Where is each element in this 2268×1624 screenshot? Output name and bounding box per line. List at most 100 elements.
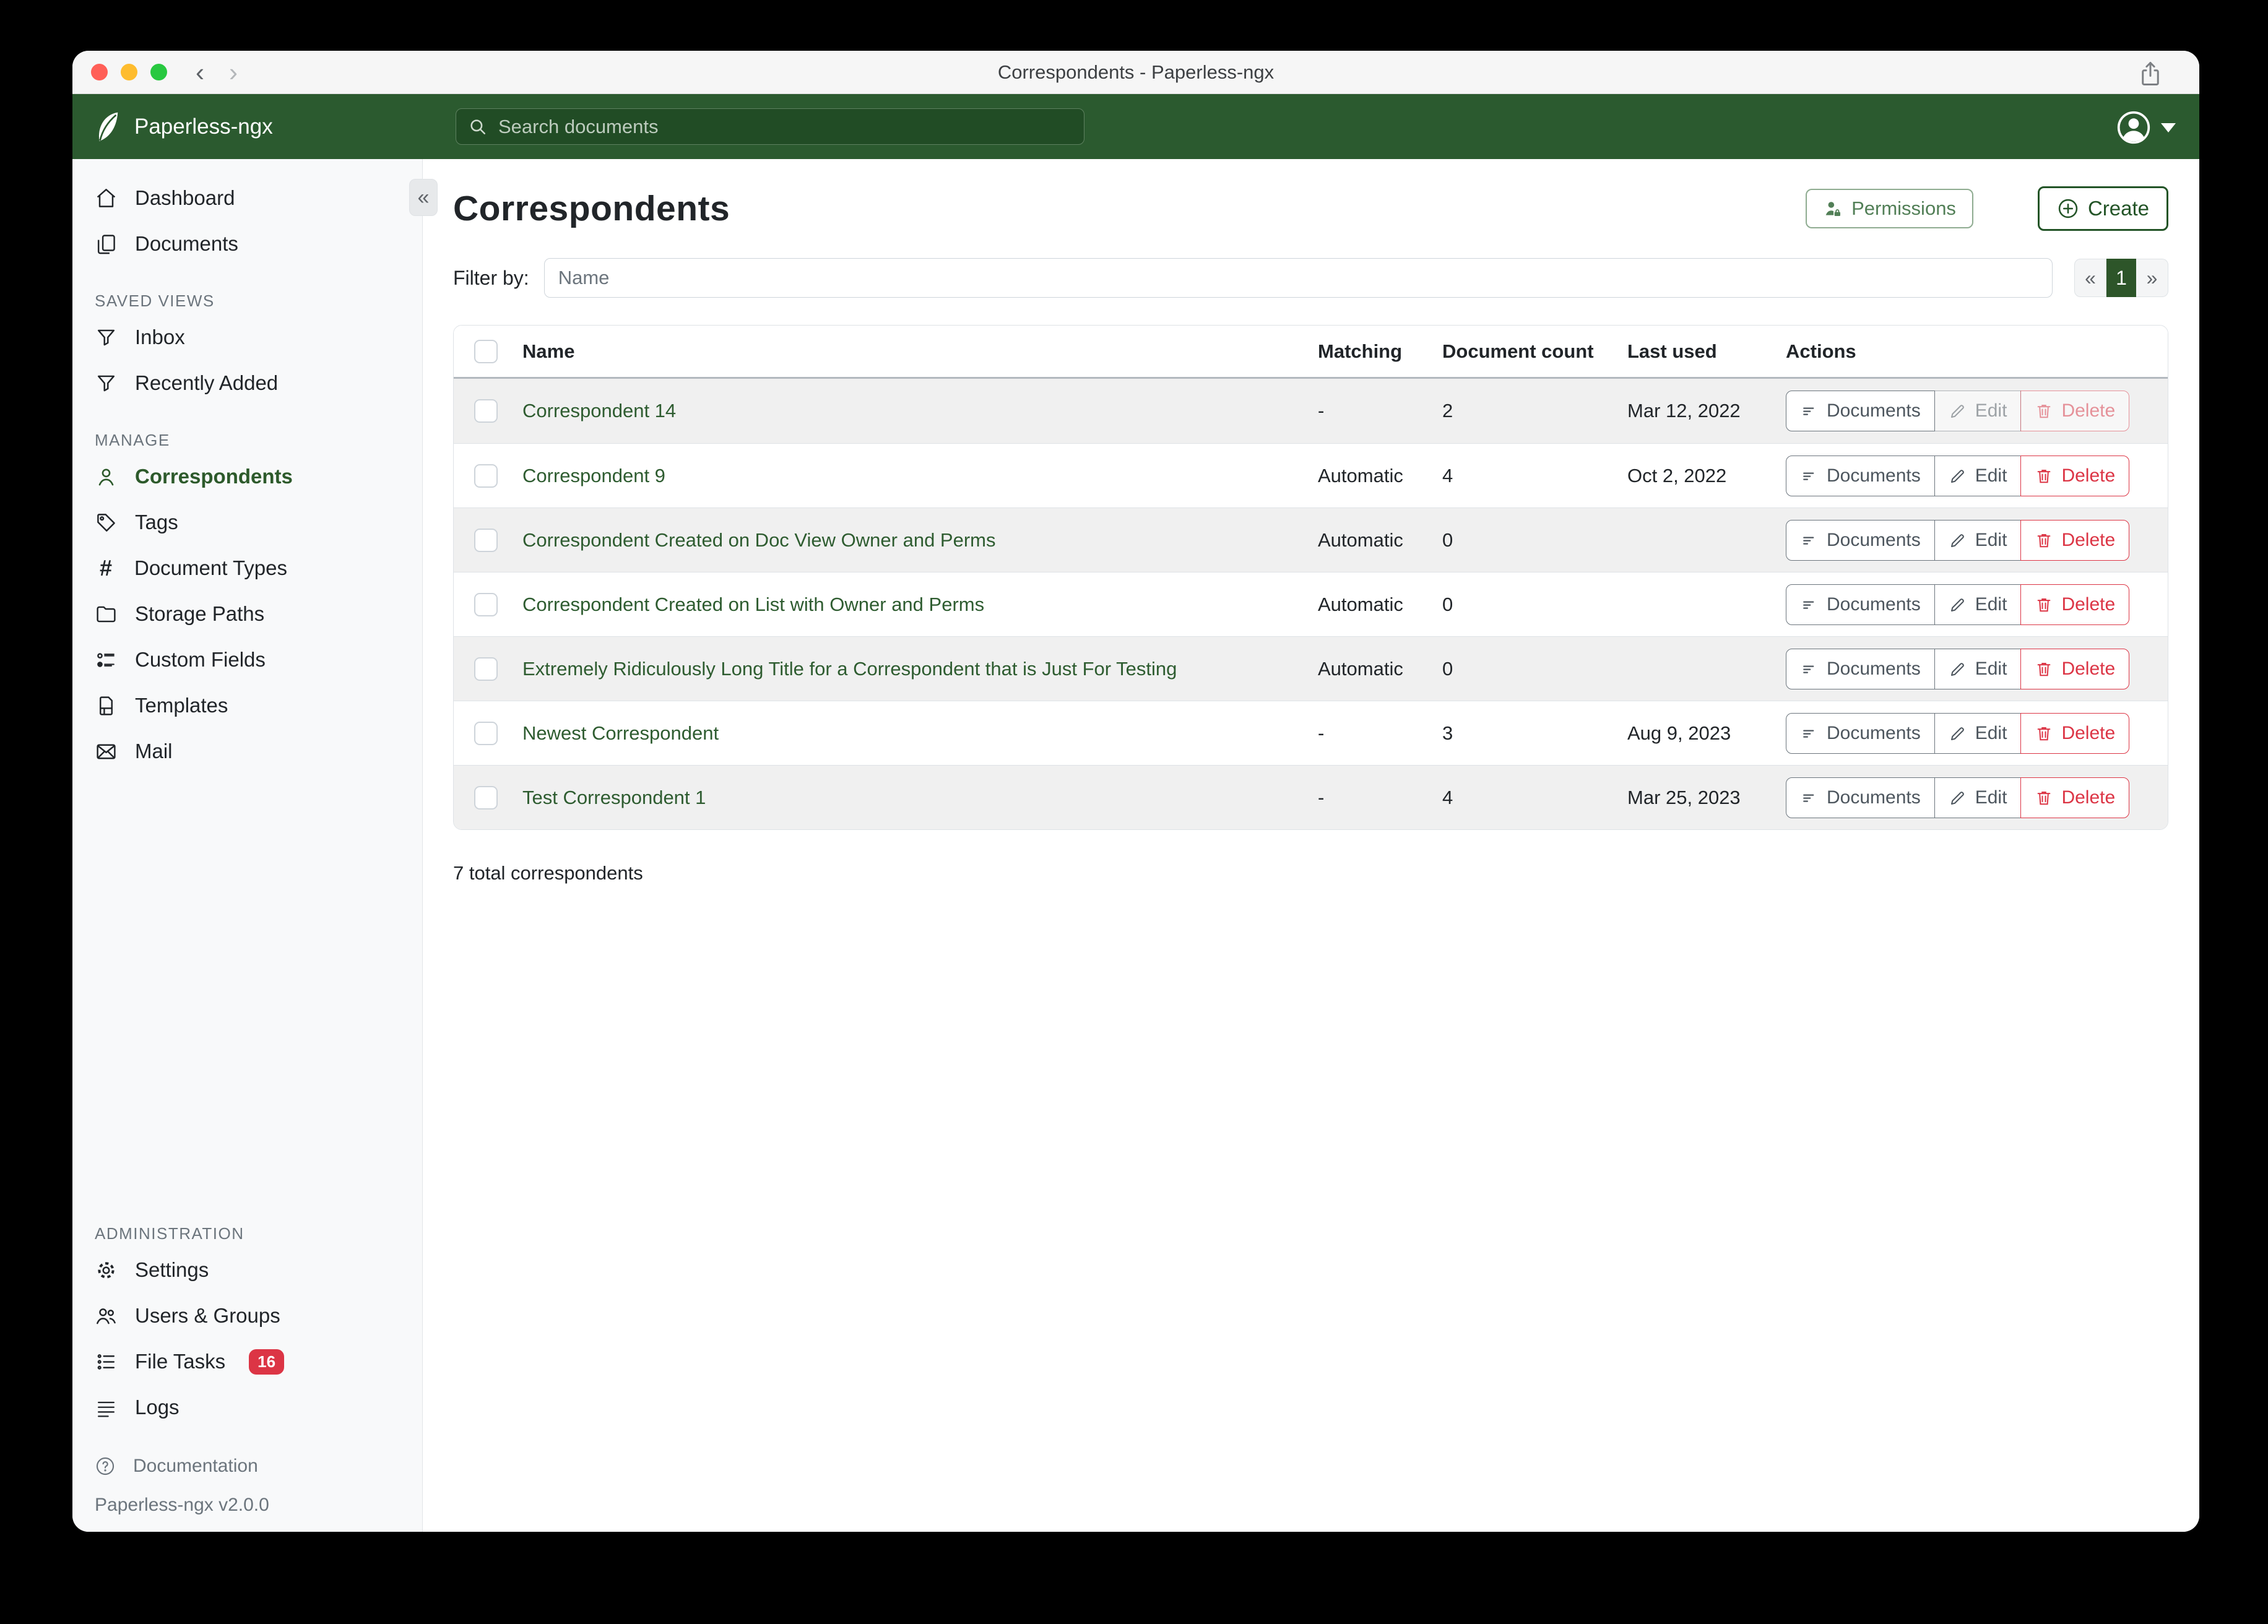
sidebar-collapse-button[interactable]: «: [409, 179, 438, 216]
envelope-icon: [97, 743, 116, 759]
sidebar-item-logs[interactable]: Logs: [72, 1384, 422, 1430]
documents-button[interactable]: Documents: [1786, 519, 1935, 561]
correspondent-link[interactable]: Correspondent 9: [522, 464, 665, 486]
delete-button[interactable]: Delete: [2020, 712, 2130, 754]
edit-button[interactable]: Edit: [1934, 777, 2022, 818]
column-header-matching[interactable]: Matching: [1318, 340, 1403, 362]
sidebar-item-file-tasks[interactable]: File Tasks 16: [72, 1339, 422, 1384]
row-checkbox[interactable]: [474, 464, 498, 488]
pencil-icon: [1950, 727, 1964, 740]
sidebar-item-label: Dashboard: [135, 186, 235, 209]
edit-button[interactable]: Edit: [1934, 584, 2022, 625]
sidebar-item-settings[interactable]: Settings: [72, 1247, 422, 1293]
edit-button[interactable]: Edit: [1934, 519, 2022, 561]
table-row: Newest Correspondent - 3 Aug 9, 2023 Doc…: [454, 701, 2168, 765]
sidebar-item-label: Templates: [135, 694, 228, 717]
filter-left-icon: [1803, 665, 1814, 673]
documents-button[interactable]: Documents: [1786, 777, 1935, 818]
sidebar-item-label: Documents: [135, 232, 238, 255]
close-window-button[interactable]: [91, 64, 108, 80]
sidebar-item-dashboard[interactable]: Dashboard: [72, 175, 422, 221]
create-button[interactable]: Create: [2037, 186, 2168, 231]
trash-icon: [2038, 533, 2051, 547]
documents-button[interactable]: Documents: [1786, 391, 1935, 431]
minimize-window-button[interactable]: [121, 64, 137, 80]
documents-button[interactable]: Documents: [1786, 712, 1935, 754]
edit-button[interactable]: Edit: [1934, 648, 2022, 689]
document-count-cell: 4: [1442, 464, 1453, 486]
row-checkbox[interactable]: [474, 785, 498, 810]
history-back-icon[interactable]: ‹: [196, 57, 204, 87]
row-checkbox[interactable]: [474, 592, 498, 616]
edit-button-label: Edit: [1975, 529, 2007, 550]
sidebar-section-saved-views: SAVED VIEWS: [95, 292, 215, 310]
history-forward-icon[interactable]: ›: [229, 57, 238, 87]
brand[interactable]: Paperless-ngx: [93, 110, 273, 144]
column-header-document-count[interactable]: Document count: [1442, 340, 1594, 362]
sidebar-item-tags[interactable]: Tags: [72, 499, 422, 545]
pencil-icon: [1950, 598, 1964, 611]
edit-button[interactable]: Edit: [1934, 391, 2022, 431]
people-icon: [97, 1308, 116, 1324]
row-checkbox[interactable]: [474, 399, 498, 423]
sidebar-item-documentation[interactable]: Documentation: [72, 1446, 422, 1486]
correspondent-link[interactable]: Correspondent Created on Doc View Owner …: [522, 529, 996, 551]
account-menu[interactable]: [2116, 110, 2176, 145]
filter-left-icon: [1803, 472, 1814, 480]
sidebar-item-recently-added[interactable]: Recently Added: [72, 360, 422, 406]
edit-button[interactable]: Edit: [1934, 455, 2022, 496]
documents-button[interactable]: Documents: [1786, 455, 1935, 496]
row-checkbox[interactable]: [474, 528, 498, 552]
pagination-page-1[interactable]: 1: [2106, 259, 2136, 297]
edit-button[interactable]: Edit: [1934, 712, 2022, 754]
delete-button[interactable]: Delete: [2020, 648, 2130, 689]
sidebar-item-inbox[interactable]: Inbox: [72, 314, 422, 360]
sidebar-item-mail[interactable]: Mail: [72, 728, 422, 774]
document-count-cell: 0: [1442, 657, 1453, 680]
sidebar-item-documents[interactable]: Documents: [72, 221, 422, 267]
correspondent-link[interactable]: Test Correspondent 1: [522, 786, 706, 808]
delete-button[interactable]: Delete: [2020, 519, 2130, 561]
delete-button-label: Delete: [2061, 529, 2116, 550]
row-checkbox[interactable]: [474, 721, 498, 745]
delete-button[interactable]: Delete: [2020, 777, 2130, 818]
filter-name-input[interactable]: [543, 258, 2053, 298]
sidebar-item-users-groups[interactable]: Users & Groups: [72, 1293, 422, 1339]
delete-button[interactable]: Delete: [2020, 391, 2130, 431]
custom-fields-icon: [97, 652, 115, 667]
sidebar-item-templates[interactable]: Templates: [72, 683, 422, 728]
gear-icon: [98, 1261, 115, 1279]
permissions-button[interactable]: Permissions: [1806, 189, 1973, 228]
column-header-actions: Actions: [1786, 340, 1856, 362]
pagination-next-button[interactable]: »: [2136, 259, 2168, 297]
pagination: « 1 »: [2074, 259, 2168, 297]
hash-icon: #: [99, 555, 113, 581]
select-all-checkbox[interactable]: [474, 339, 498, 363]
sidebar-item-document-types[interactable]: # Document Types: [72, 545, 422, 591]
correspondent-link[interactable]: Extremely Ridiculously Long Title for a …: [522, 657, 1177, 680]
correspondent-link[interactable]: Correspondent Created on List with Owner…: [522, 593, 985, 615]
pagination-prev-button[interactable]: «: [2074, 259, 2106, 297]
documents-button[interactable]: Documents: [1786, 648, 1935, 689]
documents-button-label: Documents: [1827, 529, 1921, 550]
global-search[interactable]: [456, 108, 1084, 145]
share-icon[interactable]: [2137, 59, 2163, 88]
sidebar-item-custom-fields[interactable]: Custom Fields: [72, 637, 422, 683]
delete-button[interactable]: Delete: [2020, 455, 2130, 496]
window-controls: [91, 64, 167, 80]
correspondent-link[interactable]: Correspondent 14: [522, 400, 677, 421]
sidebar-section-administration: ADMINISTRATION: [95, 1224, 245, 1243]
delete-button[interactable]: Delete: [2020, 584, 2130, 625]
zoom-window-button[interactable]: [150, 64, 167, 80]
column-header-last-used[interactable]: Last used: [1627, 340, 1717, 362]
sidebar-item-storage-paths[interactable]: Storage Paths: [72, 591, 422, 637]
filter-by-label: Filter by:: [453, 266, 529, 289]
correspondent-link[interactable]: Newest Correspondent: [522, 722, 719, 744]
last-used-cell: Mar 12, 2022: [1627, 400, 1741, 421]
search-input[interactable]: [498, 115, 1073, 138]
sidebar-item-correspondents[interactable]: Correspondents: [72, 454, 422, 499]
documents-button[interactable]: Documents: [1786, 584, 1935, 625]
column-header-name[interactable]: Name: [522, 340, 575, 362]
app-navbar: Paperless-ngx: [72, 94, 2199, 159]
row-checkbox[interactable]: [474, 657, 498, 681]
